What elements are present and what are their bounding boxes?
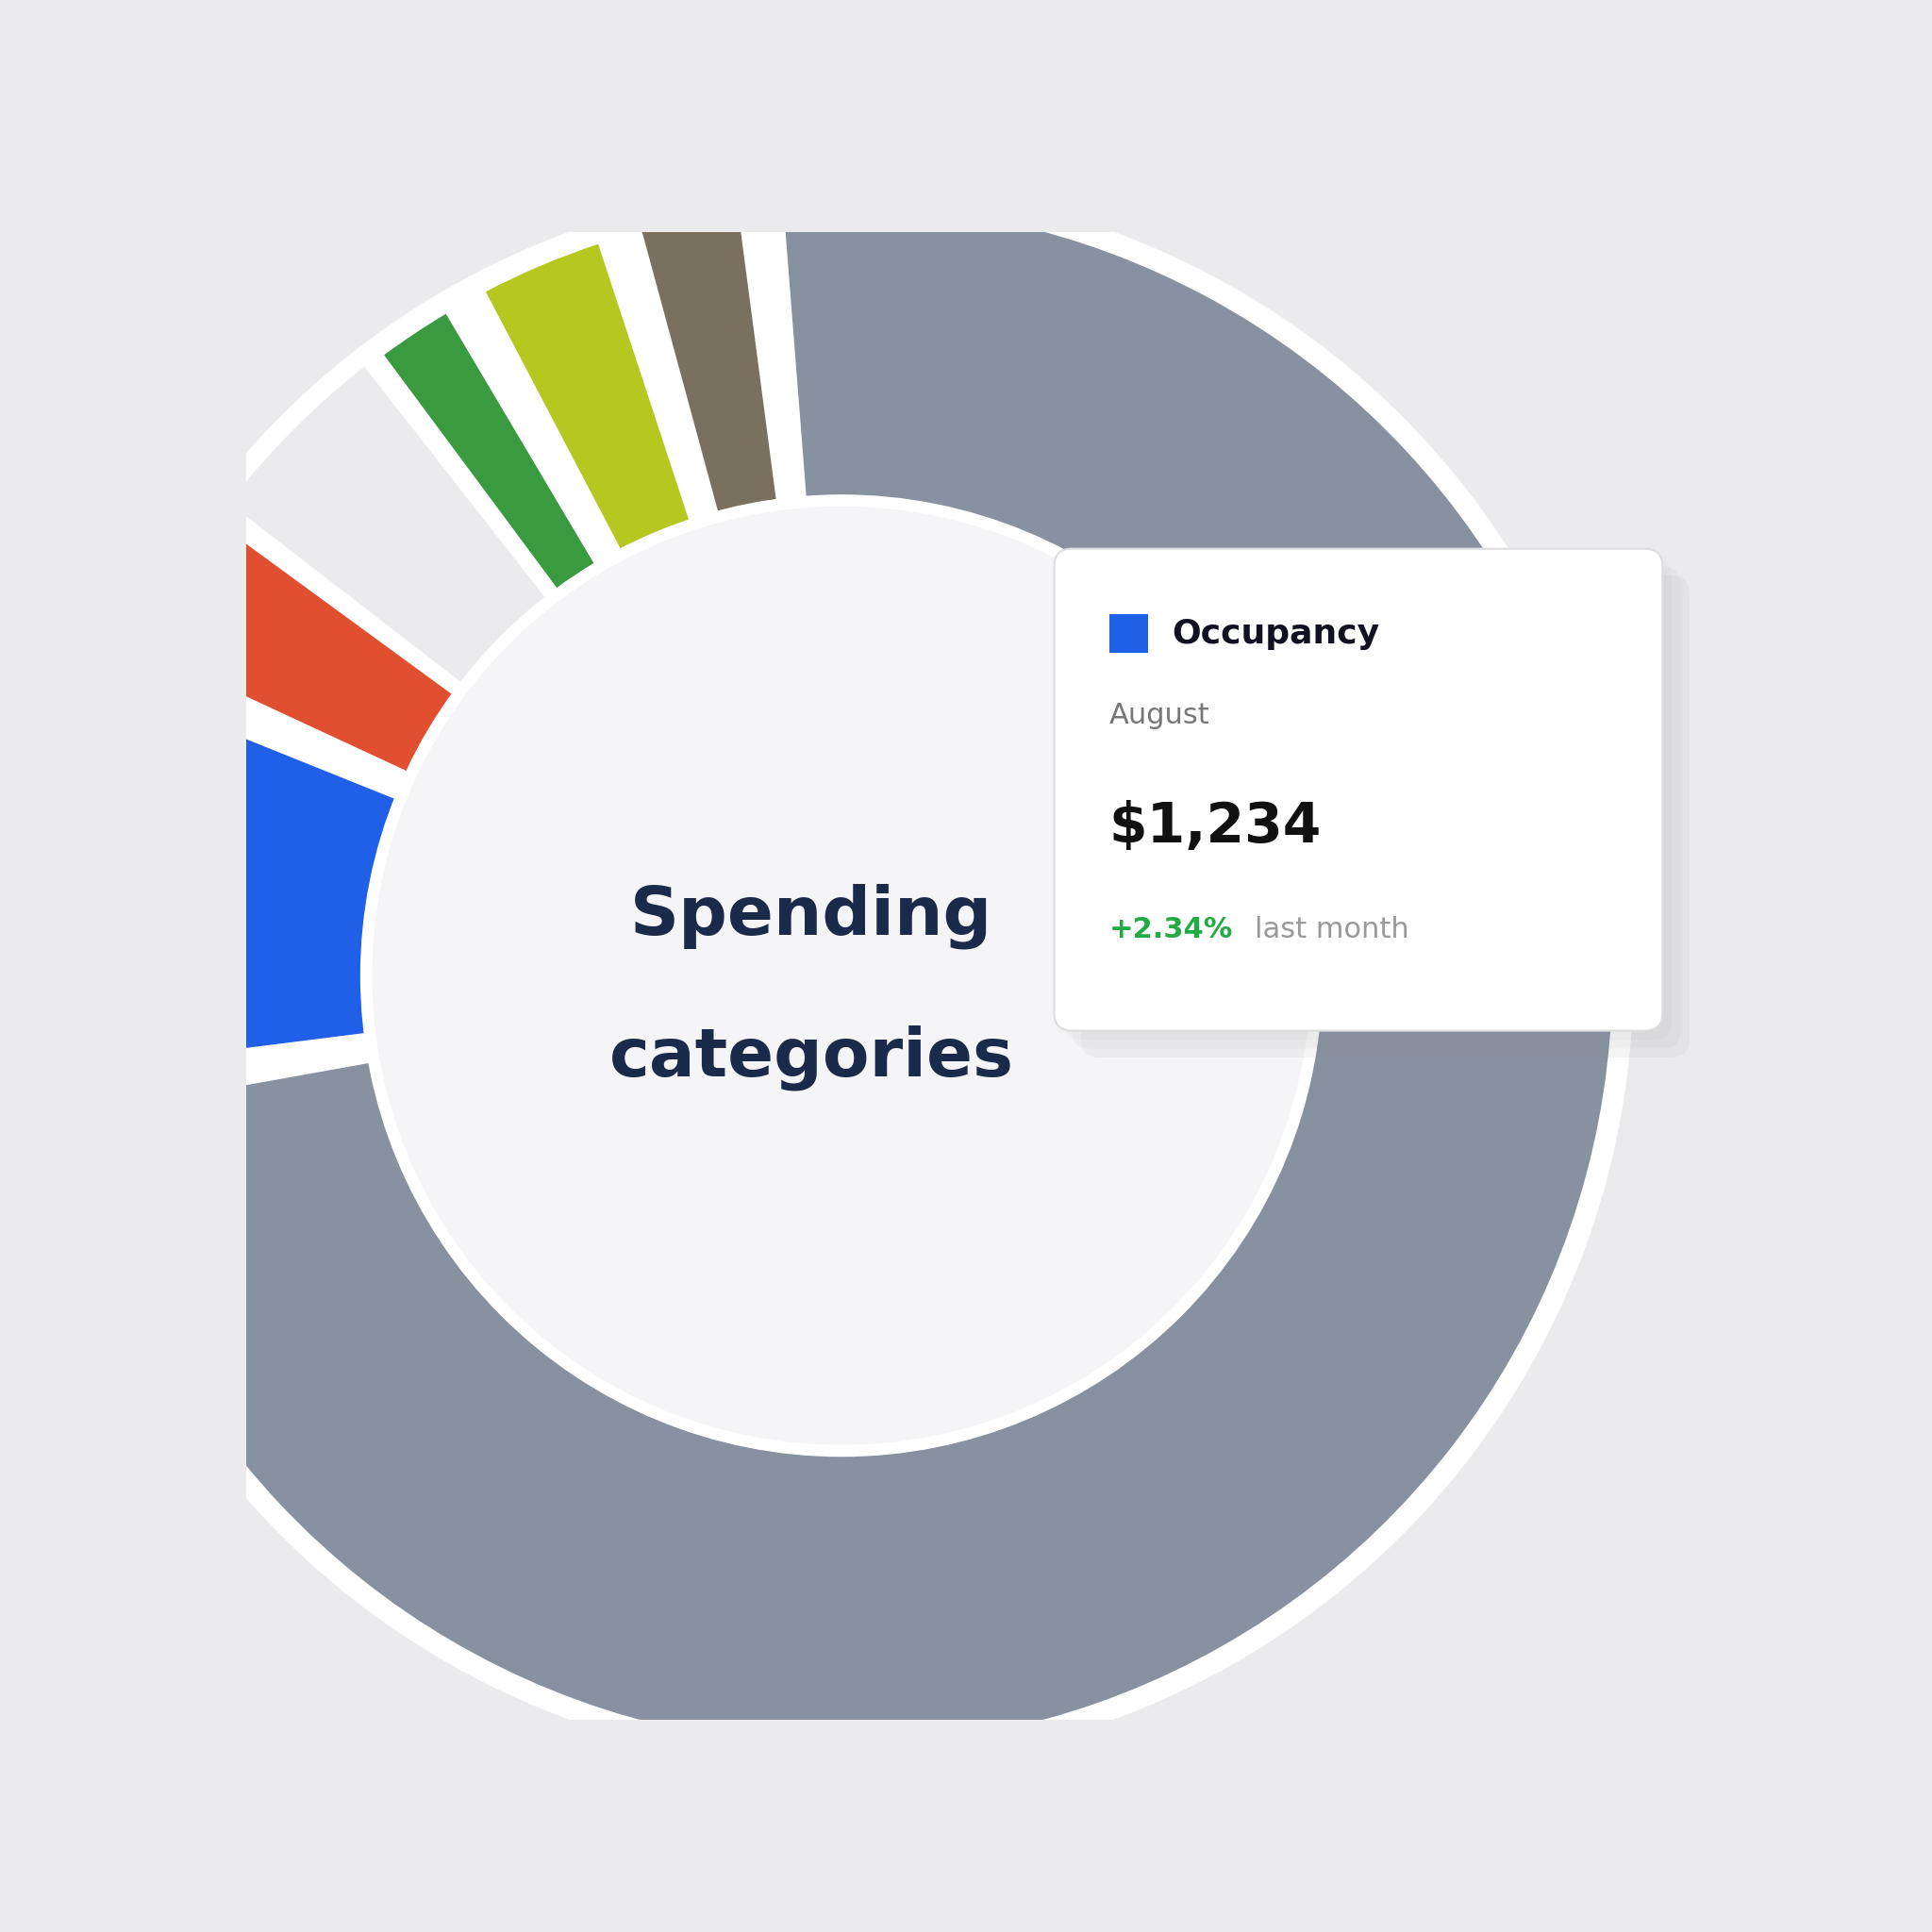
Circle shape bbox=[50, 184, 1633, 1768]
Text: $1,234: $1,234 bbox=[1109, 800, 1321, 854]
Circle shape bbox=[373, 506, 1310, 1445]
Wedge shape bbox=[79, 203, 1615, 1748]
Circle shape bbox=[56, 189, 1627, 1762]
Wedge shape bbox=[68, 688, 406, 1072]
FancyBboxPatch shape bbox=[1055, 549, 1663, 1030]
Circle shape bbox=[361, 495, 1321, 1457]
Bar bbox=[1109, 614, 1148, 653]
Wedge shape bbox=[230, 367, 553, 690]
Wedge shape bbox=[639, 209, 781, 524]
Text: Occupancy: Occupancy bbox=[1171, 618, 1379, 649]
Text: Spending: Spending bbox=[630, 883, 993, 949]
Wedge shape bbox=[483, 242, 696, 560]
Circle shape bbox=[31, 164, 1652, 1787]
Wedge shape bbox=[139, 520, 464, 779]
FancyBboxPatch shape bbox=[1072, 566, 1681, 1049]
Text: categories: categories bbox=[609, 1024, 1014, 1090]
Text: +2.34%: +2.34% bbox=[1109, 916, 1233, 943]
Text: August: August bbox=[1109, 701, 1209, 728]
Wedge shape bbox=[381, 311, 603, 599]
FancyBboxPatch shape bbox=[1080, 576, 1689, 1057]
Text: last month: last month bbox=[1256, 916, 1410, 943]
